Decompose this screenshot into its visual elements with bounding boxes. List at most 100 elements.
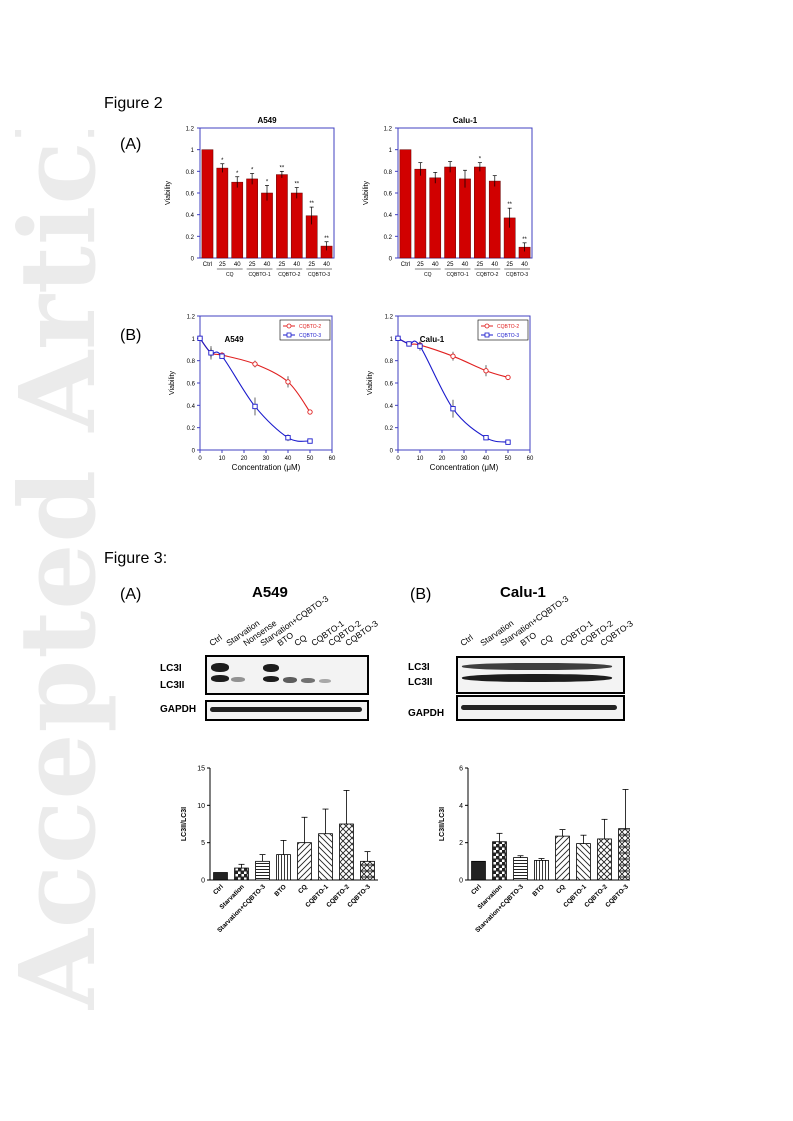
blot-band [301,678,315,683]
x-tick-label: 40 [323,262,330,268]
calu1-lane-labels: Ctrl Starvation Starvation+CQBTO-3 BTO CQ CQB… [458,593,658,656]
y-tick-label: 0.4 [186,213,195,219]
bar [534,860,549,881]
y-tick-label: 1.2 [187,315,196,321]
bar [261,192,273,259]
x-tick-label: 0 [396,456,400,462]
y-tick-label: 0 [192,449,196,455]
x-tick-label: 40 [483,456,490,462]
significance-mark: ** [522,237,527,243]
lane-label: Ctrl [458,632,475,648]
significance-mark: * [479,157,482,163]
x-tick-label: Ctrl [212,883,225,896]
blot-band [263,664,279,672]
x-tick-label: 30 [461,456,468,462]
bar [399,149,412,259]
lane-label: Ctrl [207,632,224,648]
bar [597,838,612,881]
legend-marker [484,332,490,338]
y-tick-label: 0.8 [186,170,195,176]
figure-2-title: Figure 2 [104,95,163,112]
chart-fig3-calu1-ratio: 0246LC3II/LC3ICtrlStarvationStarvation+C… [439,766,630,934]
y-axis-label: Viability [363,181,370,205]
bar [459,178,471,259]
x-tick-label: 20 [241,456,248,462]
y-tick-label: 1.2 [384,127,393,133]
data-point [285,435,291,441]
x-tick-label: 40 [285,456,292,462]
y-tick-label: 1 [191,148,195,154]
x-tick-label: 25 [219,262,226,268]
significance-mark: * [266,179,269,185]
significance-mark: ** [507,202,512,208]
western-blot-a549-title: A549 [252,584,288,601]
x-tick-label: CQBTO-3 [604,883,630,909]
y-tick-label: 0 [201,878,205,885]
y-tick-label: 0.2 [385,426,394,432]
y-tick-label: 0.8 [385,359,394,365]
data-point [307,438,313,444]
data-point [208,350,214,356]
group-label: CQBTO-2 [476,272,498,278]
calu1-gapdh-blot [456,695,625,721]
y-axis-label: LC3II/LC3I [181,807,188,841]
bar [360,860,375,881]
chart-fig3-a549-ratio: 051015LC3II/LC3ICtrlStarvationStarvation… [181,766,378,934]
y-axis-label: Viability [367,371,374,395]
x-tick-label: BTO [273,883,288,898]
bar [429,177,442,259]
data-point [406,341,412,347]
y-tick-label: 0.4 [384,213,393,219]
data-point [505,374,511,381]
y-tick-label: 0 [389,257,393,263]
x-tick-label: 0 [198,456,202,462]
y-axis-label: LC3II/LC3I [439,807,446,841]
bar [492,841,507,881]
group-label: CQ [424,272,432,278]
x-tick-label: Ctrl [470,883,483,896]
a549-lc3i-label: LC3I [160,663,182,674]
data-point [285,379,291,385]
blot-band [462,663,612,670]
significance-mark: * [221,158,224,164]
bar [318,833,333,881]
y-tick-label: 0.6 [187,382,196,388]
x-tick-label: 60 [527,456,534,462]
x-tick-label: CQBTO-3 [346,883,372,909]
y-tick-label: 0.8 [384,170,393,176]
lane-label: CQ [538,632,555,648]
y-tick-label: 5 [201,840,205,847]
legend-label: CQBTO-3 [299,333,321,339]
chart-title: A549 [257,116,277,125]
watermark-text: Accepted Article [8,130,118,1010]
x-tick-label: CQ [297,883,309,895]
x-tick-label: BTO [531,883,546,898]
x-tick-label: CQ [555,883,567,895]
legend-marker [286,332,292,338]
y-tick-label: 0.4 [187,404,196,410]
y-tick-label: 1 [390,337,394,343]
x-tick-label: 20 [439,456,446,462]
chart-fig2b-calu1: 0 0.2 0.4 0.6 0.8 1 1.2 0 10 20 30 40 50 60 Concentrat… [367,315,534,473]
y-tick-label: 4 [459,803,463,810]
y-tick-label: 2 [459,840,463,847]
significance-mark: ** [294,182,299,188]
y-tick-label: 1.2 [385,315,394,321]
x-tick-label: Ctrl [203,262,212,268]
bar [414,168,427,259]
blot-band [462,674,612,682]
significance-mark: ** [324,236,329,242]
y-axis-label: Viability [165,181,172,205]
y-tick-label: 0.6 [385,382,394,388]
calu1-lc3ii-label: LC3II [408,677,433,688]
blot-band [231,677,245,682]
x-tick-label: 25 [477,262,484,268]
y-tick-label: 6 [459,766,463,773]
x-tick-label: 25 [308,262,315,268]
x-tick-label: 25 [417,262,424,268]
a549-gapdh-blot [205,700,369,721]
chart-fig2a-a549: A549 0 0.2 0.4 0.6 0.8 1 1.2 Viability Ctrl * 25 * 40… [165,116,335,278]
y-tick-label: 0 [191,257,195,263]
data-point [483,435,489,441]
bar [276,854,291,881]
